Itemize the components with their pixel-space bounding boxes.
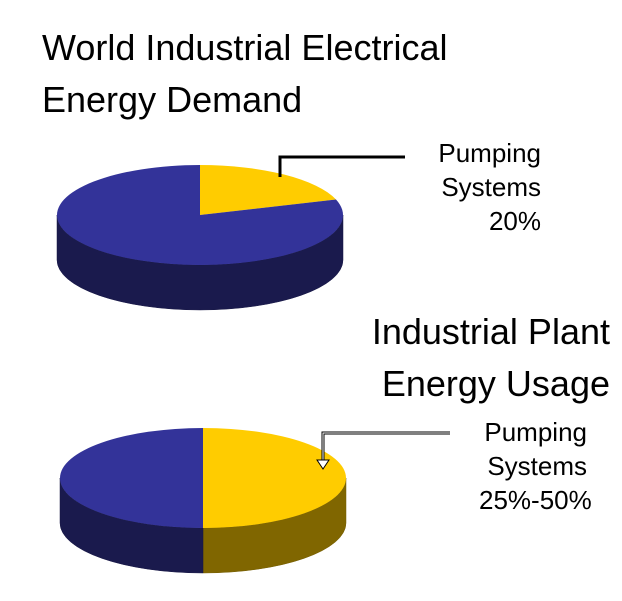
leader-line [278,155,405,177]
pie-slice [200,165,337,215]
pie-slice [60,428,203,528]
slice-label: Pumping Systems 25%-50% [479,415,592,517]
pie-slice [203,428,346,528]
chart-title: Industrial Plant Energy Usage [371,311,610,404]
leader-line [321,431,450,460]
slice-label: Pumping Systems 20% [401,136,541,238]
slice-value: 20% [488,206,541,236]
leader-arrow [316,459,330,470]
slice-value: 25%-50% [479,485,592,515]
pie-slice [56,165,343,265]
chart-title: World Industrial Electrical Energy Deman… [42,27,448,120]
slice-category: Pumping Systems [484,417,587,481]
slice-category: Pumping Systems [438,138,541,202]
leader-line [322,432,450,460]
